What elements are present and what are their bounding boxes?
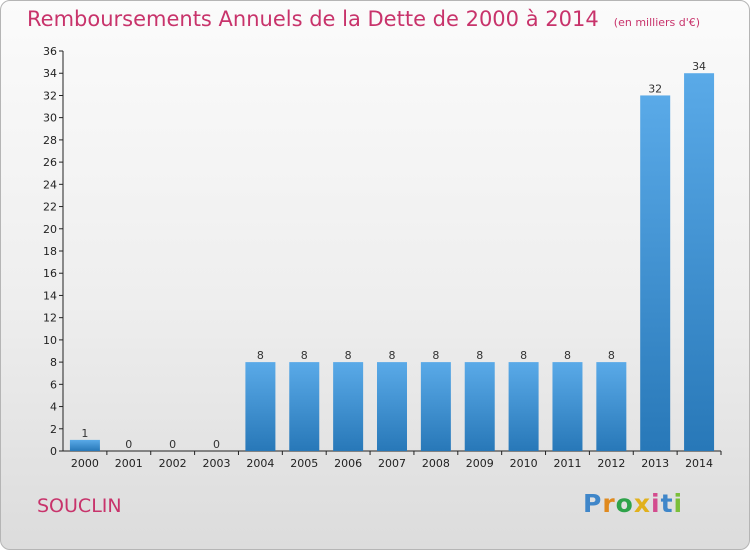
chart-units: (en milliers d'€) [613, 16, 701, 29]
x-tick-label: 2002 [159, 457, 187, 470]
data-label: 34 [692, 60, 706, 73]
y-tick-label: 4 [50, 401, 57, 414]
y-tick-label: 12 [43, 312, 57, 325]
bar [684, 73, 715, 451]
y-tick-label: 20 [43, 223, 57, 236]
y-tick-label: 6 [50, 378, 57, 391]
bar [245, 362, 276, 451]
proxiti-logo: Proxiti [583, 489, 683, 518]
logo-letter: r [602, 489, 616, 518]
bar [464, 362, 495, 451]
x-tick-label: 2006 [334, 457, 362, 470]
bar [289, 362, 320, 451]
x-tick-label: 2004 [246, 457, 274, 470]
data-label: 8 [476, 349, 483, 362]
logo-letter: P [583, 489, 603, 518]
y-tick-label: 14 [43, 289, 57, 302]
x-tick-label: 2000 [71, 457, 99, 470]
data-label: 0 [125, 438, 132, 451]
data-label: 8 [564, 349, 571, 362]
y-tick-label: 26 [43, 156, 57, 169]
y-tick-label: 16 [43, 267, 57, 280]
data-label: 8 [389, 349, 396, 362]
y-tick-label: 30 [43, 112, 57, 125]
y-tick-label: 0 [50, 445, 57, 458]
data-label: 8 [301, 349, 308, 362]
data-label: 0 [169, 438, 176, 451]
x-tick-label: 2001 [115, 457, 143, 470]
y-tick-label: 8 [50, 356, 57, 369]
bars [69, 73, 715, 451]
labels: 1 0 0 0 8 8 8 8 8 8 8 8 8 32 34 [81, 60, 706, 451]
logo-letter: i [673, 489, 684, 518]
y-tick-label: 18 [43, 245, 57, 258]
bar [377, 362, 407, 451]
data-label: 8 [345, 349, 352, 362]
y-tick-label: 24 [43, 178, 57, 191]
x-tick-label: 2014 [685, 457, 713, 470]
chart-title: Remboursements Annuels de la Dette de 20… [27, 7, 599, 31]
x-tick-label: 2012 [597, 457, 625, 470]
x-tick-label: 2011 [553, 457, 581, 470]
y-tick-label: 10 [43, 334, 57, 347]
logo-letter: i [651, 489, 661, 518]
data-label: 8 [608, 349, 615, 362]
y-tick-label: 34 [43, 67, 57, 80]
y-tick-label: 2 [50, 423, 57, 436]
title-row: Remboursements Annuels de la Dette de 20… [27, 7, 700, 31]
bar [552, 362, 583, 451]
y-tick-label: 32 [43, 89, 57, 102]
bar [508, 362, 539, 451]
x-tick-label: 2010 [510, 457, 538, 470]
data-label: 32 [648, 82, 662, 95]
bar [69, 439, 100, 451]
x-tick-label: 2005 [290, 457, 318, 470]
bar [596, 362, 627, 451]
data-label: 8 [520, 349, 527, 362]
y-tick-label: 36 [43, 45, 57, 58]
x-tick-label: 2007 [378, 457, 406, 470]
bar [333, 362, 364, 451]
data-label: 8 [257, 349, 264, 362]
data-label: 0 [213, 438, 220, 451]
data-label: 8 [432, 349, 439, 362]
bar [420, 362, 451, 451]
y-tick-label: 28 [43, 134, 57, 147]
x-tick-label: 2008 [422, 457, 450, 470]
logo-letter: x [633, 489, 651, 518]
logo-letter: o [615, 489, 634, 518]
logo-letter: t [660, 489, 674, 518]
x-tick-label: 2013 [641, 457, 669, 470]
commune-name: SOUCLIN [37, 495, 122, 517]
x-tick-label: 2003 [203, 457, 231, 470]
data-label: 1 [81, 427, 88, 440]
y-tick-label: 22 [43, 201, 57, 214]
bar [640, 95, 671, 451]
x-tick-label: 2009 [466, 457, 494, 470]
